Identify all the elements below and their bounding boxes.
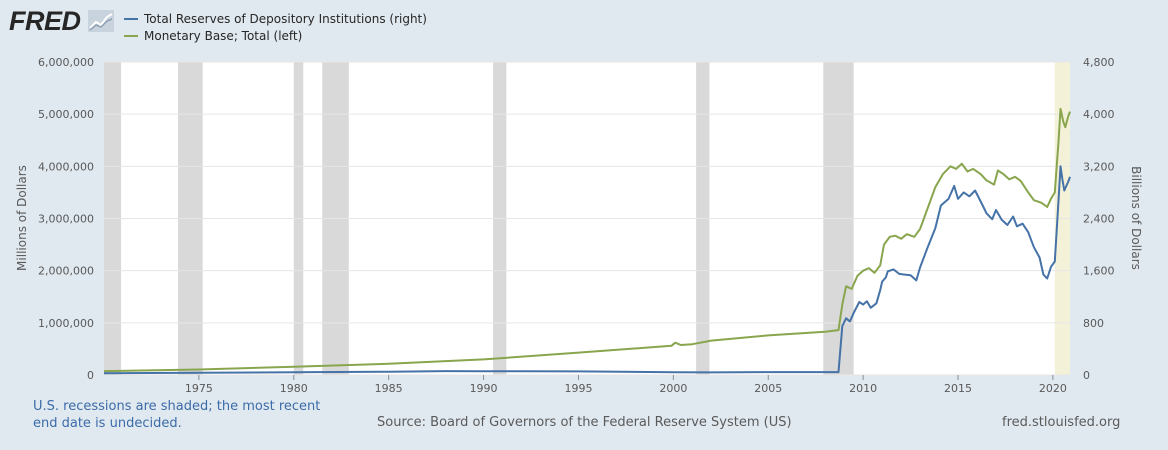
right-tick-label: 0 <box>1083 369 1090 382</box>
gridlines <box>104 61 1070 376</box>
left-tick-label: 6,000,000 <box>38 56 94 69</box>
right-tick-label: 1,600 <box>1083 265 1115 278</box>
x-tick-label: 1975 <box>185 382 213 395</box>
x-tick-label: 1980 <box>280 382 308 395</box>
x-tick-label: 1985 <box>375 382 403 395</box>
x-tick-label: 2000 <box>659 382 687 395</box>
left-tick-label: 3,000,000 <box>38 213 94 226</box>
series-line-reserves <box>103 165 1071 375</box>
left-tick-label: 1,000,000 <box>38 317 94 330</box>
legend-label-monetary-base: Monetary Base; Total (left) <box>144 29 303 43</box>
chart-header: FRED Total Reserves of Depository Instit… <box>0 0 1168 50</box>
chart-svg: 0 1,000,000 2,000,000 3,000,000 4,000,000 5,0… <box>15 56 1143 395</box>
legend-label-reserves: Total Reserves of Depository Institution… <box>144 12 427 26</box>
left-axis-title: Millions of Dollars <box>15 165 29 271</box>
left-axis: 0 1,000,000 2,000,000 3,000,000 4,000,000 5,0… <box>38 56 94 382</box>
x-tick-label: 2005 <box>754 382 782 395</box>
series-line-monetary-base <box>103 107 1071 373</box>
right-tick-label: 800 <box>1083 317 1104 330</box>
x-axis: 1975 1980 1985 1990 1995 2000 2005 2010 2015 2020 <box>185 375 1067 395</box>
left-tick-label: 2,000,000 <box>38 265 94 278</box>
legend-swatch-monetary-base <box>124 34 138 37</box>
x-tick-label: 1995 <box>564 382 592 395</box>
right-axis-title: Billions of Dollars <box>1129 166 1143 270</box>
legend-swatch-reserves <box>124 17 138 20</box>
x-tick-label: 2020 <box>1039 382 1067 395</box>
right-axis: 0 800 1,600 2,400 3,200 4,000 4,800 <box>1083 56 1115 382</box>
fred-logo[interactable]: FRED <box>9 6 81 36</box>
right-tick-label: 4,000 <box>1083 108 1115 121</box>
right-tick-label: 4,800 <box>1083 56 1115 69</box>
x-tick-label: 2015 <box>944 382 972 395</box>
legend-item-monetary-base: Monetary Base; Total (left) <box>124 28 302 44</box>
line-chart-icon <box>88 10 114 32</box>
legend-item-reserves: Total Reserves of Depository Institution… <box>124 11 427 27</box>
x-tick-label: 2010 <box>849 382 877 395</box>
series-lines <box>103 107 1071 375</box>
left-tick-label: 4,000,000 <box>38 160 94 173</box>
source-text: Source: Board of Governors of the Federa… <box>377 415 792 430</box>
recession-note: U.S. recessions are shaded; the most rec… <box>33 399 321 431</box>
left-tick-label: 5,000,000 <box>38 108 94 121</box>
right-tick-label: 2,400 <box>1083 213 1115 226</box>
site-link[interactable]: fred.stlouisfed.org <box>1002 415 1121 430</box>
x-tick-label: 1990 <box>470 382 498 395</box>
right-tick-label: 3,200 <box>1083 160 1115 173</box>
left-tick-label: 0 <box>87 369 94 382</box>
